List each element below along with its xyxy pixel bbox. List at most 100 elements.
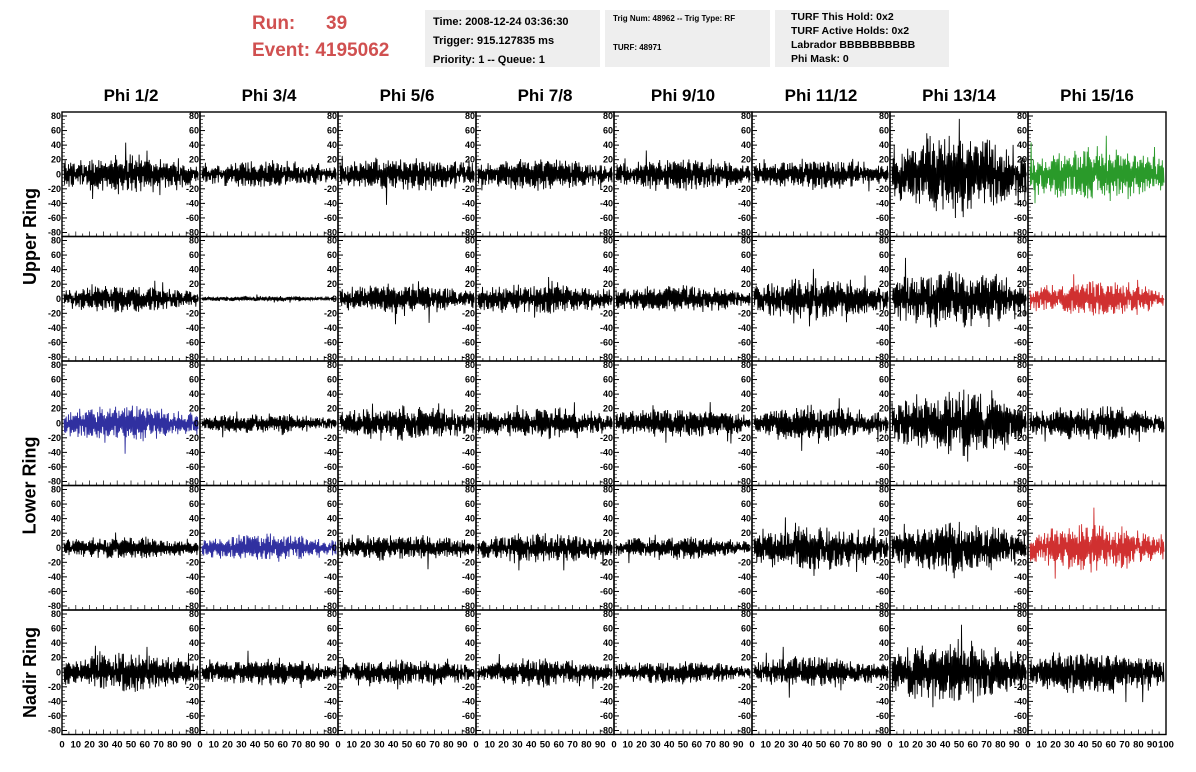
panel-r4-c8: -80 -60 -40 -20 0 20 40 60 80 <box>1014 485 1167 611</box>
x-tick-label: 80 <box>581 740 592 751</box>
y-tick-label: 20 <box>741 653 751 663</box>
y-tick-label: 0 <box>1022 294 1027 304</box>
y-tick-label: 60 <box>189 375 199 385</box>
x-tick-label: 90 <box>595 740 606 751</box>
y-tick-label: 60 <box>465 375 475 385</box>
panel-r1-c3: -80 -60 -40 -20 0 20 40 60 80 <box>324 111 477 238</box>
y-tick-label: 80 <box>189 111 199 121</box>
y-tick-label: 40 <box>603 638 613 648</box>
y-tick-label: -40 <box>48 323 61 333</box>
x-tick-label: 30 <box>926 740 937 751</box>
waveform-line <box>615 402 751 444</box>
y-tick-label: -20 <box>1014 557 1027 567</box>
y-tick-label: -20 <box>186 557 199 567</box>
x-tick-label: 70 <box>429 740 440 751</box>
panel-r4-c6: -80 -60 -40 -20 0 20 40 60 80 <box>738 485 891 611</box>
y-tick-label: 0 <box>608 169 613 179</box>
y-tick-label: 20 <box>189 155 199 165</box>
y-tick-label: 60 <box>465 499 475 509</box>
y-tick-label: -40 <box>462 198 475 208</box>
y-tick-label: 60 <box>741 624 751 634</box>
y-tick-label: 80 <box>189 360 199 370</box>
y-tick-label: 60 <box>465 126 475 136</box>
panel-r1-c4: -80 -60 -40 -20 0 20 40 60 80 <box>462 111 615 238</box>
y-tick-label: -40 <box>186 572 199 582</box>
y-tick-label: 20 <box>741 528 751 538</box>
y-tick-label: -60 <box>462 711 475 721</box>
panel-r4-c3: -80 -60 -40 -20 0 20 40 60 80 <box>324 485 477 611</box>
y-tick-label: -80 <box>462 228 475 238</box>
y-tick-label: 80 <box>51 360 61 370</box>
y-tick-label: -40 <box>738 447 751 457</box>
y-tick-label: 40 <box>741 638 751 648</box>
y-tick-label: -60 <box>876 586 889 596</box>
y-tick-label: -60 <box>48 213 61 223</box>
y-tick-label: 20 <box>51 404 61 414</box>
x-tick-label: 10 <box>71 740 82 751</box>
y-tick-label: 60 <box>1017 126 1027 136</box>
panel-r3-c1: -80 -60 -40 -20 0 20 40 60 80 <box>48 360 201 487</box>
y-tick-label: 60 <box>741 375 751 385</box>
x-tick-label: 40 <box>388 740 399 751</box>
y-tick-label: 20 <box>327 653 337 663</box>
y-tick-label: -20 <box>738 557 751 567</box>
x-tick-label: 10 <box>209 740 220 751</box>
y-tick-label: 0 <box>332 418 337 428</box>
waveform-line <box>615 150 751 191</box>
y-tick-label: 80 <box>51 609 61 619</box>
y-tick-label: 0 <box>194 418 199 428</box>
panel-r5-c4: -80 -60 -40 -20 0 20 40 60 80 <box>462 609 615 736</box>
waveform-line <box>339 658 475 690</box>
y-tick-label: 0 <box>470 294 475 304</box>
x-tick-label: 70 <box>1119 740 1130 751</box>
y-tick-label: -80 <box>600 601 613 611</box>
y-tick-label: 60 <box>327 375 337 385</box>
x-tick-label: 70 <box>705 740 716 751</box>
y-tick-label: 40 <box>189 514 199 524</box>
y-tick-label: -20 <box>738 682 751 692</box>
y-tick-label: 60 <box>1017 250 1027 260</box>
y-tick-label: 20 <box>327 155 337 165</box>
y-tick-label: -20 <box>462 557 475 567</box>
x-tick-label: 30 <box>98 740 109 751</box>
y-tick-label: -80 <box>1014 726 1027 736</box>
y-tick-label: 80 <box>327 360 337 370</box>
y-tick-label: 60 <box>603 250 613 260</box>
waveform-line <box>477 402 613 440</box>
panel-r2-c7: -80 -60 -40 -20 0 20 40 60 80 <box>876 236 1029 362</box>
y-tick-label: 80 <box>51 236 61 246</box>
y-tick-label: 60 <box>327 126 337 136</box>
y-tick-label: 80 <box>1017 485 1027 495</box>
y-tick-label: 40 <box>327 514 337 524</box>
turf-hold-line: TURF This Hold: 0x2 <box>791 11 894 23</box>
y-tick-label: -80 <box>324 726 337 736</box>
trig-line: Trig Num: 48962 -- Trig Type: RF <box>613 14 736 23</box>
y-tick-label: -40 <box>1014 447 1027 457</box>
y-tick-label: -80 <box>876 726 889 736</box>
y-tick-label: 0 <box>194 543 199 553</box>
y-tick-label: 80 <box>603 236 613 246</box>
y-tick-label: 0 <box>746 418 751 428</box>
y-tick-label: 20 <box>465 653 475 663</box>
x-tick-label: 0 <box>335 740 340 751</box>
y-tick-label: -20 <box>462 184 475 194</box>
x-tick-label: 20 <box>912 740 923 751</box>
y-tick-label: 20 <box>51 653 61 663</box>
y-tick-label: -60 <box>738 462 751 472</box>
y-tick-label: 0 <box>608 667 613 677</box>
x-tick-label: 40 <box>526 740 537 751</box>
y-tick-label: -40 <box>876 447 889 457</box>
x-tick-label: 60 <box>554 740 565 751</box>
y-tick-label: 60 <box>741 499 751 509</box>
y-tick-label: 20 <box>465 155 475 165</box>
y-tick-label: 60 <box>1017 499 1027 509</box>
panel-r2-c3: -80 -60 -40 -20 0 20 40 60 80 <box>324 236 477 362</box>
y-tick-label: -20 <box>600 184 613 194</box>
x-tick-label: 50 <box>264 740 275 751</box>
y-tick-label: -40 <box>876 572 889 582</box>
y-tick-label: 0 <box>56 294 61 304</box>
x-tick-label: 40 <box>112 740 123 751</box>
x-tick-label: 80 <box>1133 740 1144 751</box>
y-tick-label: 60 <box>603 375 613 385</box>
x-tick-label: 30 <box>650 740 661 751</box>
